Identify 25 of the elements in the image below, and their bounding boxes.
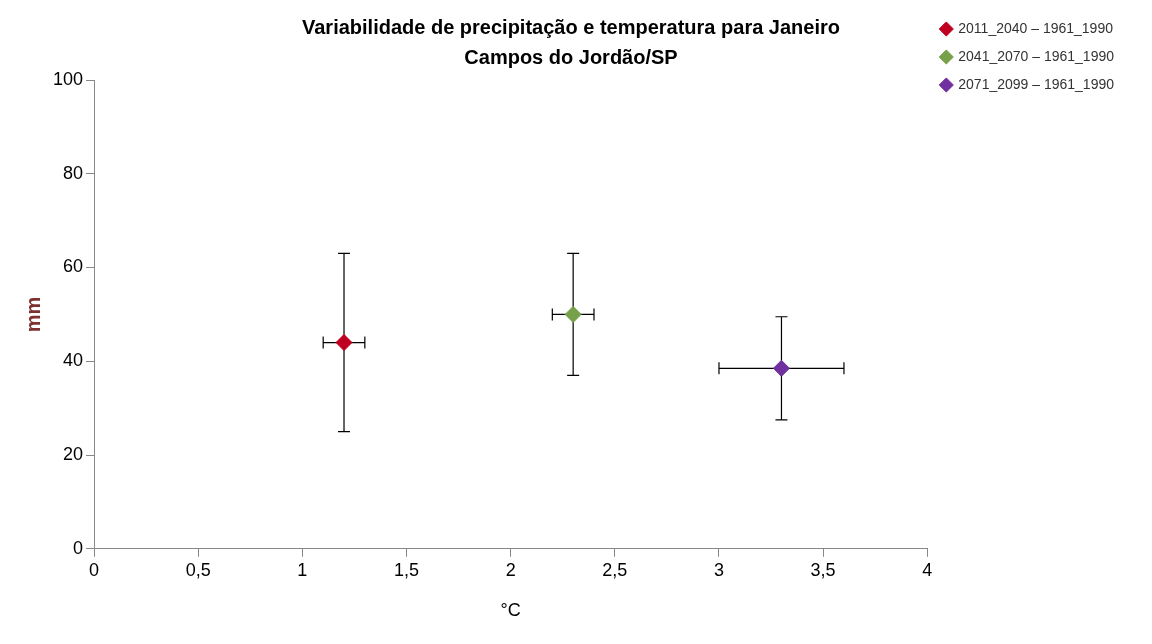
x-tick-label: 2 xyxy=(505,559,516,580)
x-tick-label: 1,5 xyxy=(393,559,420,580)
point xyxy=(772,359,790,377)
y-tick-label: 40 xyxy=(63,350,84,371)
legend-label: 2041_2070 – 1961_1990 xyxy=(958,47,1115,64)
point xyxy=(564,305,582,323)
x-tick-label: 4 xyxy=(922,559,933,580)
x-tick-label: 3 xyxy=(713,559,724,580)
x-tick-label: 2,5 xyxy=(602,559,628,580)
x-tick-label: 0,5 xyxy=(185,559,211,580)
x-tick-label: 0 xyxy=(89,559,100,580)
point xyxy=(335,334,353,352)
chart-subtitle: Campos do Jordão/SP xyxy=(464,45,678,68)
y-tick-label: 100 xyxy=(52,68,84,89)
x-tick-label: 3,5 xyxy=(810,559,836,580)
y-tick-label: 20 xyxy=(63,444,84,465)
x-tick-label: 1 xyxy=(297,559,308,580)
legend-label: 2011_2040 – 1961_1990 xyxy=(958,19,1114,36)
y-axis-title: mm xyxy=(21,296,44,333)
x-axis-title: °C xyxy=(500,600,521,621)
y-tick-label: 60 xyxy=(63,256,84,277)
chart-title: Variabilidade de precipitação e temperatura para Janeiro xyxy=(302,15,840,38)
y-tick-label: 80 xyxy=(63,162,84,183)
y-tick-label: 0 xyxy=(73,537,84,558)
legend-label: 2071_2099 – 1961_1990 xyxy=(958,75,1115,92)
